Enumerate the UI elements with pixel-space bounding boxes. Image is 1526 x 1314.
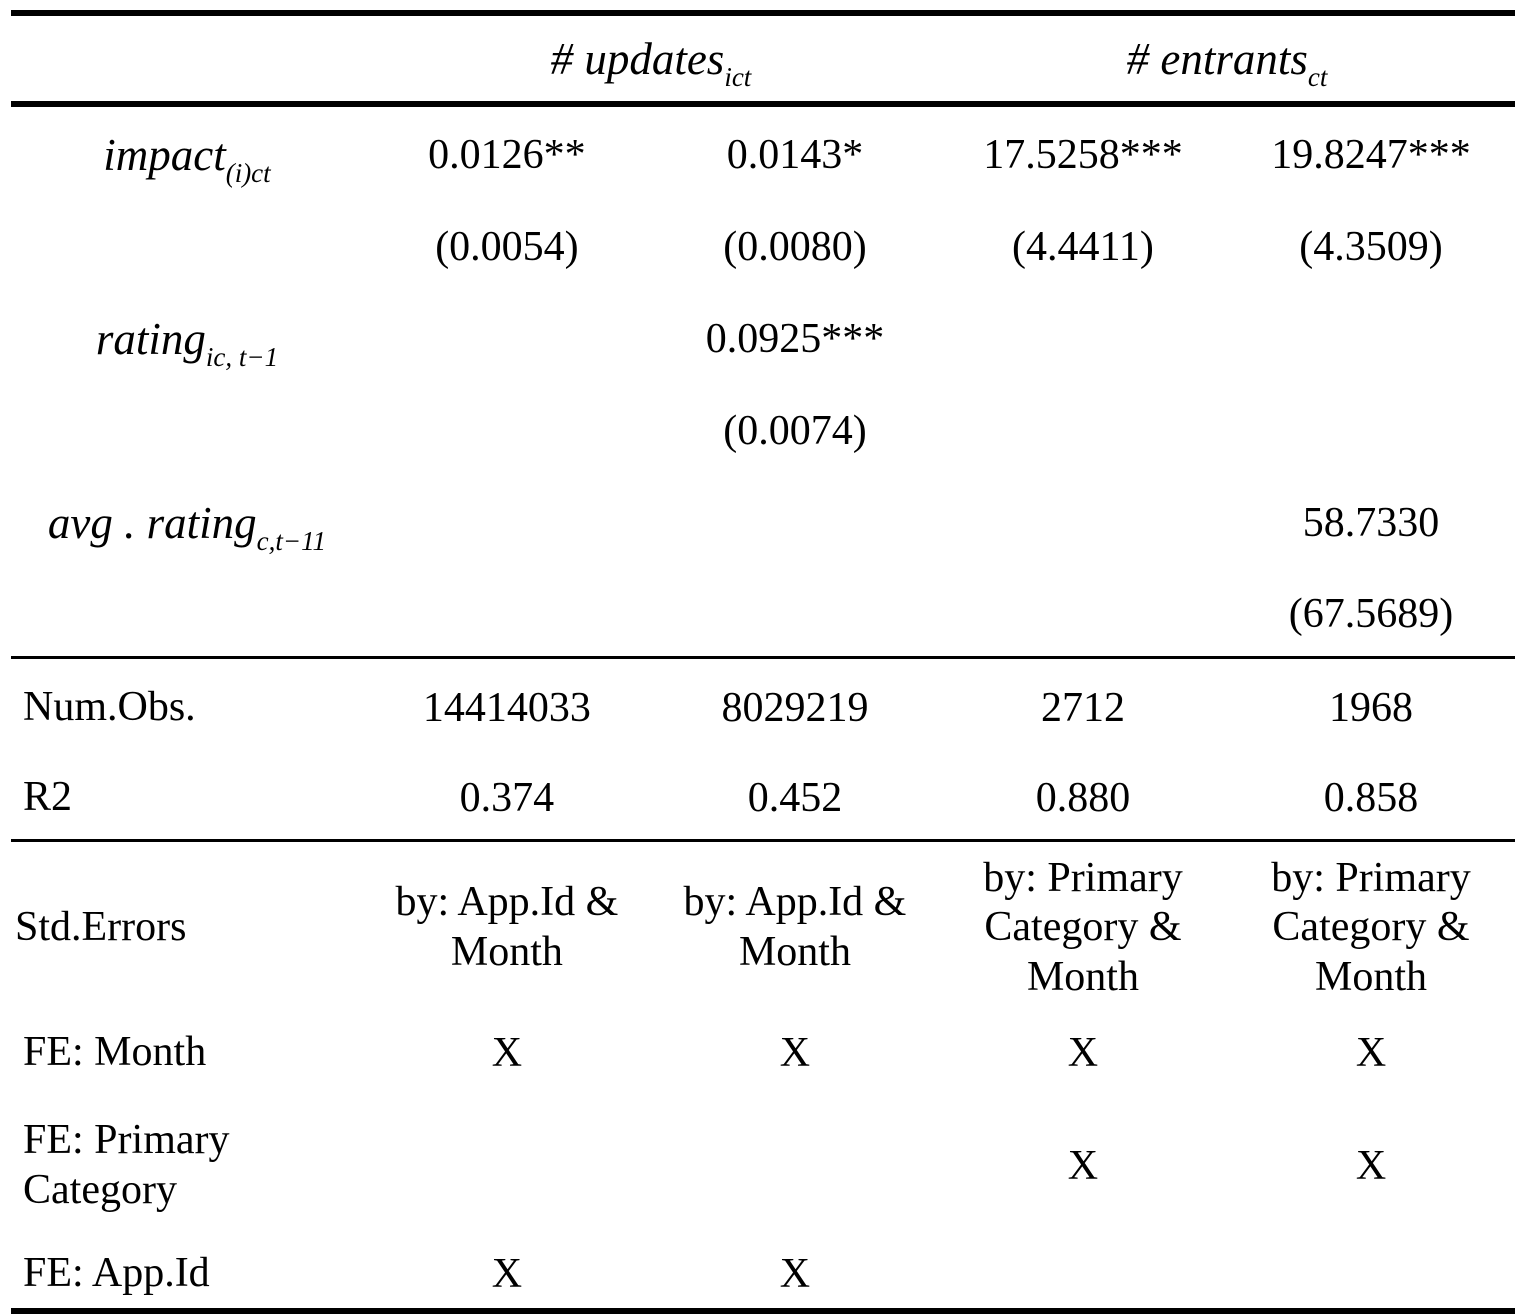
num-obs-label: Num.Obs. bbox=[23, 683, 196, 730]
stderr-cell bbox=[363, 387, 651, 475]
fe-mark-cell bbox=[1227, 1240, 1515, 1312]
stderr-cell bbox=[939, 387, 1227, 475]
estimate-cell: 19.8247*** bbox=[1271, 132, 1471, 178]
stderr-cell: (0.0080) bbox=[723, 224, 867, 270]
impact-subscript: (i)ct bbox=[225, 158, 271, 189]
stderr-cell bbox=[938, 571, 1227, 659]
stderr-cell bbox=[362, 571, 651, 659]
model-details-section: Std.Errors by: App.Id & Month by: App.Id… bbox=[11, 841, 1515, 1312]
rating-stderr-row: (0.0074) bbox=[11, 387, 1515, 475]
fe-mark-cell: X bbox=[1067, 1143, 1099, 1189]
fe-mark-cell: X bbox=[1067, 1030, 1099, 1076]
estimate-cell bbox=[939, 291, 1227, 387]
stderr-type-label: Std.Errors bbox=[15, 904, 187, 951]
stderr-type-cell: by: Primary Category & Month bbox=[1271, 854, 1471, 1000]
fe-primary-category-label: FE: Primary Category bbox=[23, 1117, 230, 1213]
empty-label-cell bbox=[11, 387, 363, 475]
regression-table: # updatesict # entrantsct impact(i)ct 0.… bbox=[11, 10, 1515, 1314]
stat-value-cell: 8029219 bbox=[721, 684, 869, 731]
stderr-cell: (4.3509) bbox=[1299, 224, 1443, 270]
stderr-type-cell: by: App.Id & Month bbox=[683, 879, 907, 975]
estimate-cell bbox=[939, 475, 1227, 571]
fe-mark-cell: X bbox=[779, 1030, 811, 1076]
entrants-subscript: ct bbox=[1307, 61, 1328, 92]
impact-variable-label: impact(i)ct bbox=[103, 130, 271, 189]
impact-stderr-row: (0.0054) (0.0080) (4.4411) (4.3509) bbox=[11, 203, 1515, 291]
estimate-cell: 58.7330 bbox=[1302, 500, 1440, 546]
column-group-updates: # updatesict bbox=[362, 13, 939, 107]
stderr-cell bbox=[1227, 387, 1515, 475]
fe-mark-cell: X bbox=[779, 1251, 811, 1297]
stat-value-cell: 14414033 bbox=[422, 684, 591, 731]
table-header-row: # updatesict # entrantsct bbox=[11, 13, 1515, 107]
fe-mark-cell bbox=[651, 1092, 939, 1240]
stat-value-cell: 2712 bbox=[1040, 684, 1125, 731]
stat-value-cell: 0.880 bbox=[938, 756, 1227, 842]
estimate-cell: 0.0126** bbox=[428, 132, 586, 178]
stderr-cell bbox=[650, 571, 939, 659]
estimate-cell bbox=[651, 475, 939, 571]
header-empty-cell bbox=[11, 13, 363, 107]
impact-estimate-row: impact(i)ct 0.0126** 0.0143* 17.5258*** … bbox=[11, 104, 1515, 203]
fe-app-id-row: FE: App.Id X X bbox=[11, 1240, 1515, 1312]
estimate-cell: 0.0143* bbox=[726, 132, 864, 178]
fit-statistics-section: Num.Obs. 14414033 8029219 2712 1968 R2 0… bbox=[11, 658, 1515, 842]
fe-mark-cell: X bbox=[1355, 1030, 1387, 1076]
column-group-entrants: # entrantsct bbox=[938, 13, 1515, 107]
updates-header-label: # updatesict bbox=[550, 33, 752, 92]
stderr-type-cell: by: App.Id & Month bbox=[395, 879, 619, 975]
stat-value-cell: 0.452 bbox=[650, 756, 939, 842]
stat-value-cell: 0.374 bbox=[362, 756, 651, 842]
avg-rating-stderr-row: (67.5689) bbox=[11, 571, 1515, 659]
fe-mark-cell bbox=[939, 1240, 1227, 1312]
estimate-cell: 0.0925*** bbox=[705, 316, 885, 362]
stderr-type-cell: by: Primary Category & Month bbox=[983, 854, 1183, 1000]
empty-label-cell bbox=[11, 203, 363, 291]
fe-mark-cell bbox=[363, 1092, 651, 1240]
fe-mark-cell: X bbox=[491, 1251, 523, 1297]
stderr-cell: (0.0074) bbox=[723, 408, 867, 454]
entrants-header-label: # entrantsct bbox=[1126, 33, 1328, 92]
fe-app-id-label: FE: App.Id bbox=[23, 1250, 210, 1297]
stderr-cell: (67.5689) bbox=[1226, 571, 1515, 659]
estimate-cell bbox=[363, 475, 651, 571]
r-squared-row: R2 0.374 0.452 0.880 0.858 bbox=[11, 756, 1515, 842]
coefficients-section: impact(i)ct 0.0126** 0.0143* 17.5258*** … bbox=[11, 104, 1515, 659]
fe-mark-cell: X bbox=[1355, 1143, 1387, 1189]
fe-month-row: FE: Month X X X X bbox=[11, 1014, 1515, 1092]
fe-mark-cell: X bbox=[491, 1030, 523, 1076]
updates-subscript: ict bbox=[724, 61, 752, 92]
estimate-cell bbox=[1227, 291, 1515, 387]
rating-subscript: ic, t−1 bbox=[205, 342, 279, 373]
r-squared-label: R2 bbox=[11, 756, 363, 842]
avg-rating-variable-label: avg . ratingc,t−11 bbox=[47, 498, 327, 557]
stat-value-cell: 0.858 bbox=[1226, 756, 1515, 842]
stat-value-cell: 1968 bbox=[1328, 684, 1413, 731]
avg-rating-estimate-row: avg . ratingc,t−11 58.7330 bbox=[11, 475, 1515, 571]
fe-primary-category-row: FE: Primary Category X X bbox=[11, 1092, 1515, 1240]
num-obs-row: Num.Obs. 14414033 8029219 2712 1968 bbox=[11, 658, 1515, 757]
estimate-cell: 17.5258*** bbox=[983, 132, 1183, 178]
rating-variable-label: ratingic, t−1 bbox=[95, 314, 279, 373]
empty-label-cell bbox=[11, 571, 363, 659]
stderr-cell: (0.0054) bbox=[435, 224, 579, 270]
stderr-cell: (4.4411) bbox=[1012, 224, 1154, 270]
avg-rating-subscript: c,t−11 bbox=[256, 526, 327, 557]
rating-estimate-row: ratingic, t−1 0.0925*** bbox=[11, 291, 1515, 387]
stderr-type-row: Std.Errors by: App.Id & Month by: App.Id… bbox=[11, 841, 1515, 1015]
fe-month-label: FE: Month bbox=[23, 1029, 207, 1076]
estimate-cell bbox=[363, 291, 651, 387]
